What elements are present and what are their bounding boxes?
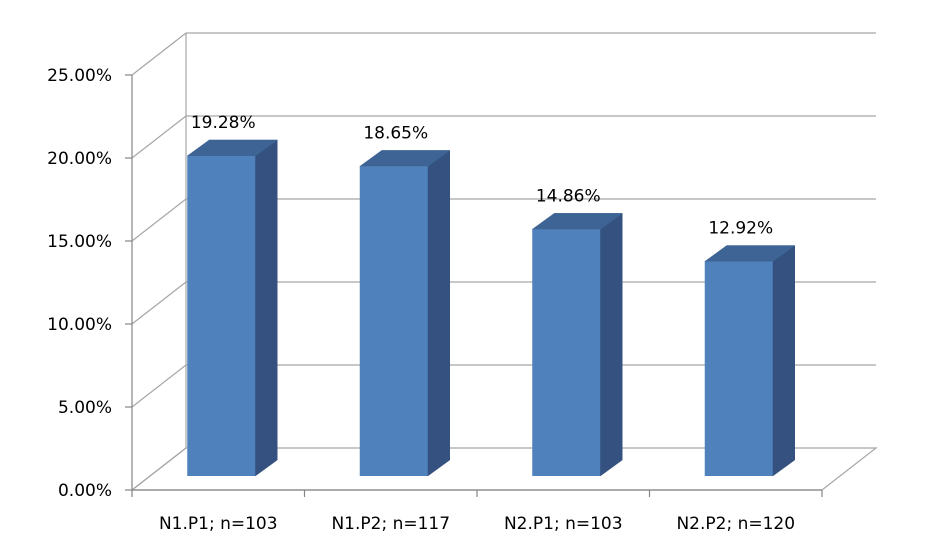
bar — [359, 166, 428, 476]
bar-side — [427, 149, 450, 477]
gridline-side — [131, 281, 187, 325]
bar — [187, 155, 256, 476]
x-tick-label: N2.P1; n=103 — [504, 514, 623, 534]
data-label: 19.28% — [191, 113, 256, 133]
gridline-side — [131, 115, 187, 159]
y-tick-label: 25.00% — [47, 66, 112, 86]
y-tick-label: 15.00% — [47, 232, 112, 252]
bars — [186, 139, 796, 477]
gridline-side — [131, 198, 187, 242]
y-tick-label: 5.00% — [58, 398, 112, 418]
bar-side — [255, 139, 278, 477]
gridline-side — [131, 32, 187, 76]
gridline-side — [131, 447, 187, 491]
y-tick-label: 20.00% — [47, 149, 112, 169]
x-tick-label: N2.P2; n=120 — [676, 514, 795, 534]
bar-side — [772, 245, 795, 477]
data-label: 18.65% — [363, 123, 428, 143]
bar — [532, 229, 601, 476]
labels: 0.00% 5.00% 10.00% 15.00% 20.00% 25.00% 19.28%… — [47, 66, 795, 534]
data-label: 12.92% — [708, 219, 773, 239]
bar-side — [600, 212, 623, 477]
x-tick-label: N1.P1; n=103 — [159, 514, 278, 534]
gridline-side — [131, 364, 187, 408]
y-tick-label: 0.00% — [58, 481, 112, 501]
bar — [704, 261, 773, 476]
axes — [125, 33, 823, 497]
data-label: 14.86% — [536, 186, 601, 206]
y-tick-label: 10.00% — [47, 315, 112, 335]
x-tick-label: N1.P2; n=117 — [331, 514, 450, 534]
